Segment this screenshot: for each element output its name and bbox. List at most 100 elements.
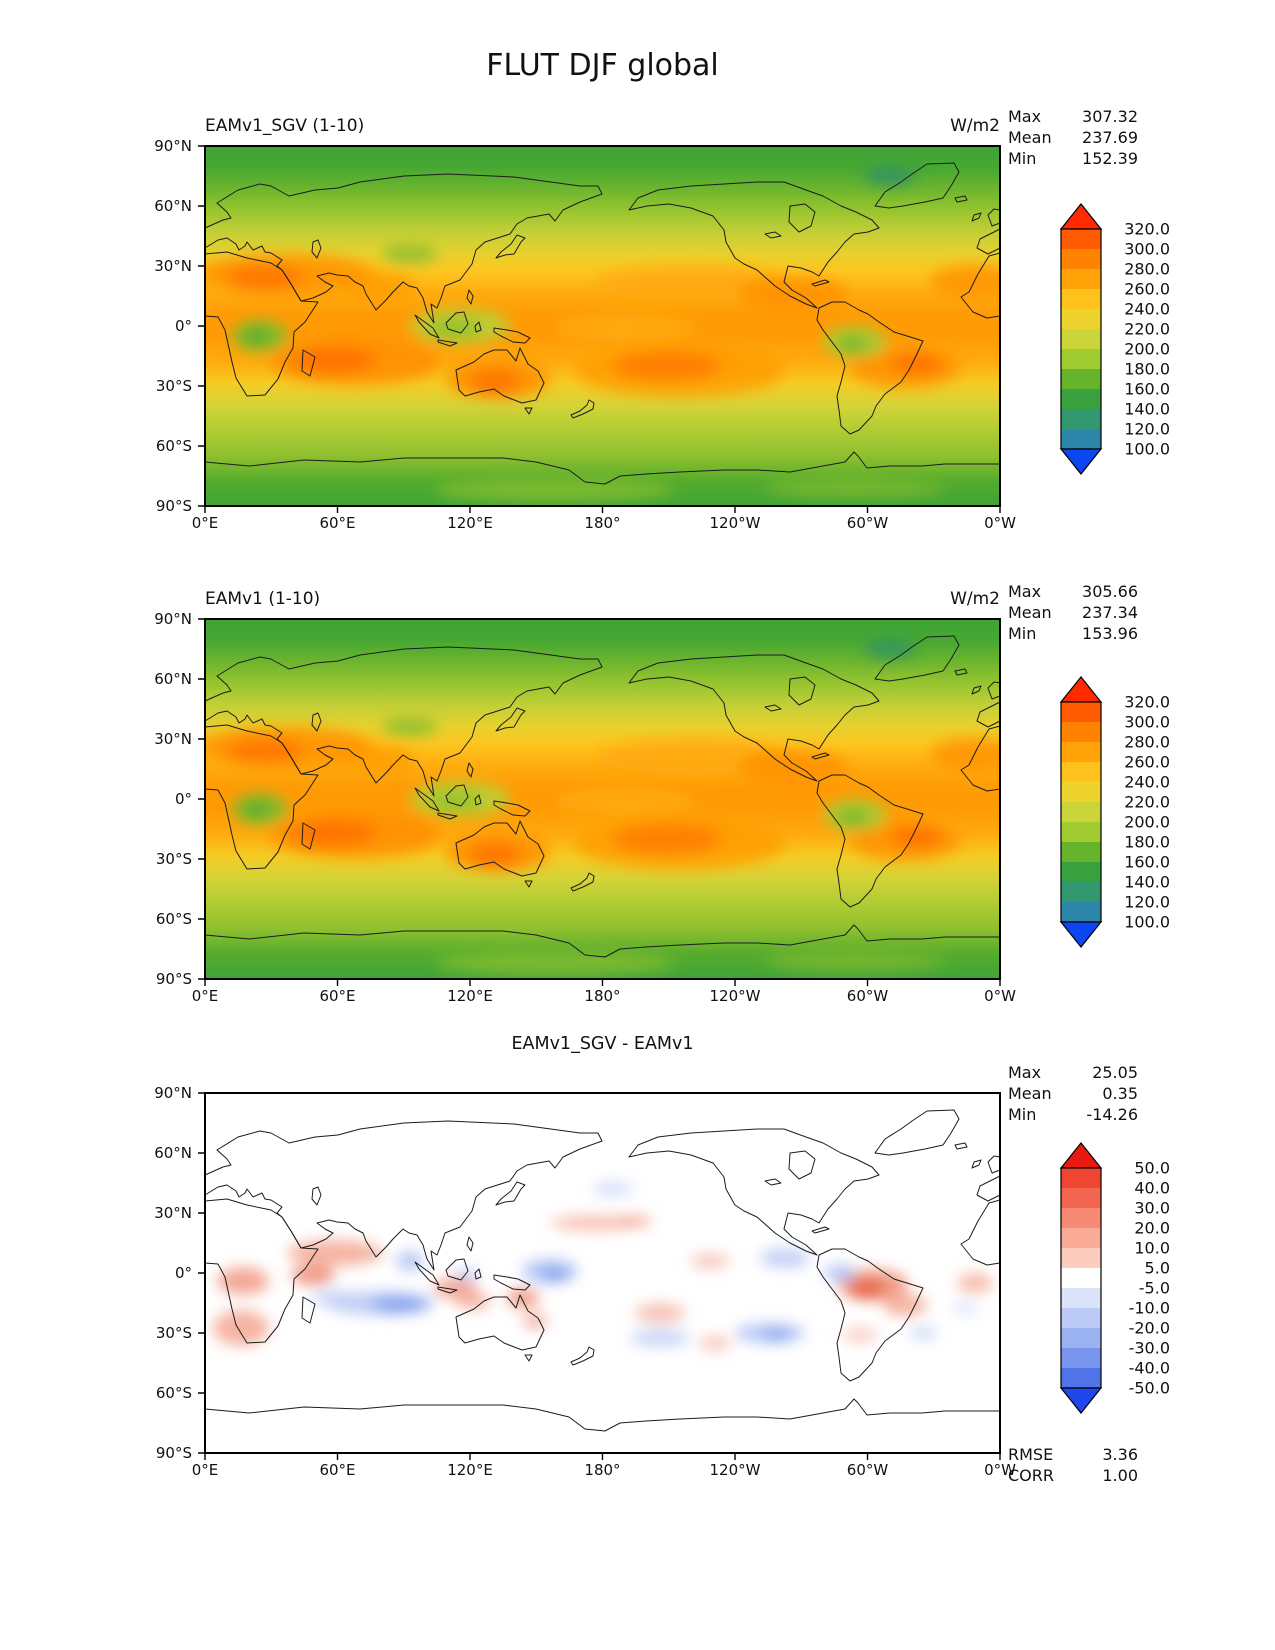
colorbar-tick-label: 260.0 (1124, 752, 1170, 772)
figure-title: FLUT DJF global (486, 48, 719, 83)
stat-max-value: 25.05 (1092, 1063, 1138, 1082)
x-tick-label: 0°W (984, 1461, 1016, 1479)
colorbar-tick-label: 200.0 (1124, 339, 1170, 359)
x-tick-label: 180° (584, 987, 621, 1005)
y-tick-label: 90°S (155, 1444, 192, 1462)
panel-title: EAMv1_SGV (1-10) (205, 116, 365, 136)
x-tick-label: 60°W (846, 1461, 889, 1479)
panel-header: EAMv1_SGV (1-10) W/m2 (205, 116, 1000, 136)
colorbar (1059, 203, 1103, 475)
x-tick-label: 0°W (984, 514, 1016, 532)
y-tick-label: 90°S (155, 970, 192, 988)
colorbar-labels: 320.0 300.0 280.0 260.0 240.0 220.0 200.0 180.0… (1104, 693, 1170, 942)
colorbar-tick-label: 220.0 (1124, 319, 1170, 339)
x-tick-label: 0°E (191, 987, 219, 1005)
corr-label: CORR (1008, 1466, 1054, 1485)
stat-min-label: Min (1008, 1105, 1037, 1124)
colorbar-cap-top (1059, 1142, 1103, 1169)
x-tick-label: 60°E (319, 987, 356, 1005)
map-border (204, 145, 1001, 507)
y-axis-ticks: 90°N 60°N 30°N 0° 30°S 60°S 90°S (128, 137, 192, 515)
x-tick-label: 0°E (191, 1461, 219, 1479)
y-tick-label: 90°N (154, 610, 192, 628)
x-tick-label: 120°E (447, 1461, 493, 1479)
y-tick-label: 0° (174, 1264, 192, 1282)
y-tick-label: 0° (174, 317, 192, 335)
stat-max-value: 305.66 (1082, 582, 1138, 601)
colorbar-labels: 50.0 40.0 30.0 20.0 10.0 5.0 -5.0 -10.0 -20.0 -30… (1104, 1159, 1170, 1408)
stat-mean-value: 237.34 (1082, 603, 1138, 622)
colorbar-labels: 320.0 300.0 280.0 260.0 240.0 220.0 200.0 180.0… (1104, 220, 1170, 469)
colorbar (1059, 1142, 1103, 1414)
x-tick-label: 120°W (709, 987, 761, 1005)
stat-mean-label: Mean (1008, 128, 1052, 147)
y-tick-label: 30°S (155, 377, 192, 395)
colorbar-tick-label: 140.0 (1124, 399, 1170, 419)
colorbar-tick-label: 120.0 (1124, 892, 1170, 912)
colorbar-tick-label: 260.0 (1124, 279, 1170, 299)
panel-units: W/m2 (950, 589, 1000, 609)
colorbar-tick-label: -40.0 (1128, 1358, 1170, 1378)
colorbar-tick-label: -50.0 (1128, 1378, 1170, 1398)
y-tick-label: 60°S (155, 437, 192, 455)
y-tick-label: 90°N (154, 1084, 192, 1102)
colorbar-tick-label: 50.0 (1134, 1158, 1170, 1178)
map-eamv1 (197, 618, 1001, 987)
stat-max-label: Max (1008, 1063, 1042, 1082)
stats-block: Max 307.32 Mean 237.69 Min 152.39 (1008, 106, 1138, 169)
x-tick-label: 120°W (709, 1461, 761, 1479)
panel-units: W/m2 (950, 116, 1000, 136)
stat-mean-label: Mean (1008, 603, 1052, 622)
y-tick-label: 30°S (155, 1324, 192, 1342)
stat-min-value: 153.96 (1082, 624, 1138, 643)
y-tick-label: 60°S (155, 910, 192, 928)
colorbar-tick-label: -5.0 (1138, 1278, 1170, 1298)
colorbar-tick-label: 180.0 (1124, 359, 1170, 379)
map-border (204, 1092, 1001, 1454)
y-tick-label: 30°N (154, 257, 192, 275)
stat-mean-value: 237.69 (1082, 128, 1138, 147)
colorbar-tick-label: 140.0 (1124, 872, 1170, 892)
colorbar-cap-bottom (1059, 921, 1103, 948)
y-tick-label: 30°N (154, 1204, 192, 1222)
y-tick-label: 0° (174, 790, 192, 808)
colorbar-tick-label: 320.0 (1124, 692, 1170, 712)
colorbar-tick-label: 280.0 (1124, 259, 1170, 279)
stat-mean-label: Mean (1008, 1084, 1052, 1103)
rmse-label: RMSE (1008, 1445, 1054, 1464)
x-tick-label: 120°E (447, 514, 493, 532)
corr-value: 1.00 (1102, 1466, 1138, 1485)
colorbar-cap-top (1059, 203, 1103, 230)
x-tick-label: 0°E (191, 514, 219, 532)
colorbar-tick-label: -20.0 (1128, 1318, 1170, 1338)
colorbar-tick-label: 300.0 (1124, 239, 1170, 259)
colorbar-tick-label: 160.0 (1124, 379, 1170, 399)
x-tick-label: 60°E (319, 514, 356, 532)
colorbar-tick-label: 200.0 (1124, 812, 1170, 832)
skill-scores: RMSE 3.36 CORR 1.00 (1008, 1444, 1138, 1486)
y-axis-ticks: 90°N 60°N 30°N 0° 30°S 60°S 90°S (128, 1084, 192, 1462)
colorbar-cap-bottom (1059, 1387, 1103, 1414)
colorbar-tick-label: 240.0 (1124, 772, 1170, 792)
x-tick-label: 0°W (984, 987, 1016, 1005)
y-tick-label: 60°N (154, 197, 192, 215)
x-tick-label: 60°W (846, 514, 889, 532)
colorbar-tick-label: 30.0 (1134, 1198, 1170, 1218)
colorbar-tick-label: -30.0 (1128, 1338, 1170, 1358)
x-tick-label: 60°W (846, 987, 889, 1005)
colorbar-tick-label: 300.0 (1124, 712, 1170, 732)
colorbar-tick-label: 280.0 (1124, 732, 1170, 752)
colorbar-tick-label: 180.0 (1124, 832, 1170, 852)
colorbar-tick-label: 40.0 (1134, 1178, 1170, 1198)
x-tick-label: 120°W (709, 514, 761, 532)
panel-title: EAMv1 (1-10) (205, 589, 321, 609)
colorbar (1059, 676, 1103, 948)
colorbar-tick-label: 220.0 (1124, 792, 1170, 812)
stats-block: Max 305.66 Mean 237.34 Min 153.96 (1008, 581, 1138, 644)
stat-min-label: Min (1008, 149, 1037, 168)
x-axis-ticks: 0°E 60°E 120°E 180° 120°W 60°W 0°W (192, 1461, 1016, 1483)
rmse-value: 3.36 (1102, 1445, 1138, 1464)
y-axis-ticks: 90°N 60°N 30°N 0° 30°S 60°S 90°S (128, 610, 192, 988)
x-axis-ticks: 0°E 60°E 120°E 180° 120°W 60°W 0°W (192, 987, 1016, 1009)
